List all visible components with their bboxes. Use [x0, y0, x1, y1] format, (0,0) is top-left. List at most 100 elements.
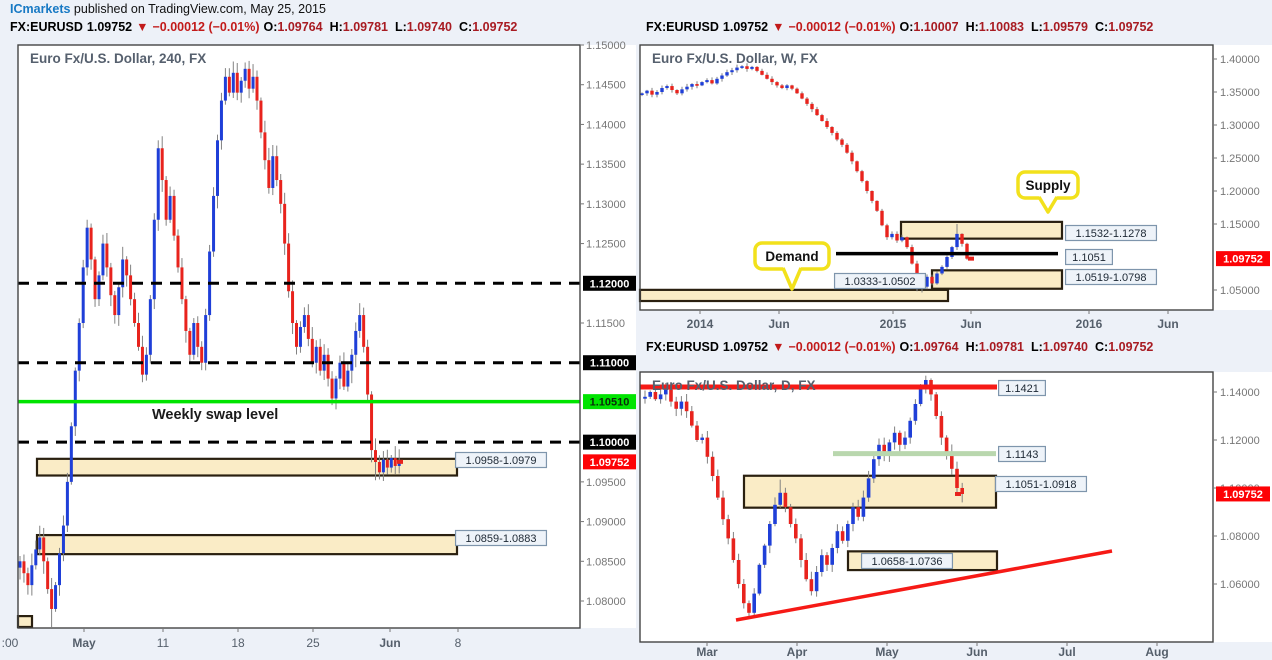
open-label: O:: [899, 20, 914, 34]
svg-text:1.12000: 1.12000: [590, 278, 630, 290]
price-range-label[interactable]: 1.1143: [997, 445, 1046, 463]
time-axis[interactable]: Mar Apr May Jun Jul Aug: [696, 642, 1169, 659]
price-range-label[interactable]: 1.1532-1.1278: [1064, 224, 1158, 242]
demand-callout[interactable]: Demand: [753, 241, 831, 291]
price-tick-label: 1.40000: [1220, 54, 1260, 66]
quote-line-weekly: FX:EURUSD 1.09752 ▼ −0.00012 (−0.01%) O:1.10…: [646, 20, 1160, 34]
price-tick-label: 1.13500: [586, 159, 626, 171]
time-axis[interactable]: :00 May 11 18 25 Jun 8: [2, 628, 462, 650]
svg-text:1.0519-1.0798: 1.0519-1.0798: [1076, 272, 1147, 284]
price-tick-label: 1.14000: [1220, 387, 1260, 399]
svg-text:1.0333-1.0502: 1.0333-1.0502: [845, 276, 916, 288]
time-tick-label: May: [72, 636, 96, 650]
time-tick-label: 8: [455, 636, 462, 650]
price-range-label[interactable]: 1.0333-1.0502: [833, 272, 927, 290]
time-tick-label: Jun: [768, 317, 789, 331]
price-tick-label: 1.35000: [1220, 87, 1260, 99]
time-tick-label: 11: [157, 636, 170, 650]
level-price-badge: 1.12000: [583, 275, 636, 291]
close-label: C:: [458, 20, 473, 34]
last-price: 1.09752: [722, 340, 769, 354]
last-price-badge: 1.09752: [1216, 486, 1270, 502]
supply-demand-zone[interactable]: [930, 269, 1064, 290]
symbol-label[interactable]: FX:EURUSD: [646, 340, 719, 354]
price-range-label[interactable]: 1.0859-1.0883: [454, 529, 548, 547]
price-range-label[interactable]: 1.0519-1.0798: [1064, 268, 1158, 286]
publish-banner: ICmarkets published on TradingView.com, …: [10, 2, 326, 16]
price-range-label[interactable]: 1.1051-1.0918: [994, 475, 1088, 493]
time-tick-label: Apr: [787, 645, 808, 659]
chart-title: Euro Fx/U.S. Dollar, D, FX: [652, 378, 816, 393]
price-tick-label: 1.09000: [586, 517, 626, 529]
svg-text:1.0859-1.0883: 1.0859-1.0883: [466, 533, 537, 545]
brand-link[interactable]: ICmarkets: [10, 2, 71, 16]
symbol-label[interactable]: FX:EURUSD: [10, 20, 83, 34]
chart-title: Euro Fx/U.S. Dollar, 240, FX: [30, 51, 206, 66]
price-axis[interactable]: 1.40000 1.35000 1.30000 1.25000 1.20000 1.150…: [1213, 54, 1260, 297]
time-tick-label: 18: [231, 636, 245, 650]
price-tick-label: 1.09500: [586, 477, 626, 489]
last-price-marker: [397, 459, 403, 464]
level-price-badge: 1.10510: [583, 394, 636, 410]
supply-demand-zone[interactable]: [16, 615, 34, 629]
supply-demand-zone[interactable]: [35, 533, 459, 556]
trendline[interactable]: [735, 549, 1113, 622]
high-value: 1.09781: [342, 20, 388, 34]
price-tick-label: 1.08000: [586, 596, 626, 608]
down-arrow-icon: ▼: [772, 20, 785, 34]
svg-text:1.1051-1.0918: 1.1051-1.0918: [1006, 479, 1077, 491]
price-range-label[interactable]: 1.1051: [1064, 248, 1113, 266]
plot-area[interactable]: [639, 44, 1214, 311]
close-value: 1.09752: [1108, 340, 1154, 354]
price-tick-label: 1.06000: [1220, 579, 1260, 591]
price-range-label[interactable]: 1.0658-1.0736: [860, 552, 954, 570]
svg-text:Demand: Demand: [765, 249, 818, 264]
supply-callout[interactable]: Supply: [1016, 170, 1080, 214]
supply-demand-zones: [16, 457, 459, 629]
price-tick-label: 1.12000: [1220, 435, 1260, 447]
price-axis[interactable]: 1.15000 1.14500 1.14000 1.13500 1.13000 1.125…: [580, 40, 626, 608]
price-range-label[interactable]: 1.1421: [997, 379, 1046, 397]
time-tick-label: Jul: [1058, 645, 1075, 659]
price-change: −0.00012 (−0.01%): [152, 20, 260, 34]
price-tick-label: 1.15000: [1220, 219, 1260, 231]
time-tick-label: 2014: [687, 317, 714, 331]
last-price-marker: [955, 491, 961, 496]
text-annotation[interactable]: Weekly swap level: [152, 407, 278, 423]
time-axis[interactable]: 2014 Jun 2015 Jun 2016 Jun: [687, 310, 1179, 331]
supply-demand-zone[interactable]: [638, 288, 950, 303]
plot-area[interactable]: [17, 44, 581, 629]
price-tick-label: 1.08000: [1220, 531, 1260, 543]
level-price-badge: 1.10000: [583, 434, 636, 450]
close-label: C:: [1094, 340, 1109, 354]
low-value: 1.09579: [1042, 20, 1088, 34]
price-range-label[interactable]: 1.0958-1.0979: [454, 451, 548, 469]
candlestick-series: [643, 375, 964, 618]
high-label: H:: [965, 20, 979, 34]
open-label: O:: [263, 20, 278, 34]
symbol-label[interactable]: FX:EURUSD: [646, 20, 719, 34]
candlestick-series: [18, 60, 401, 627]
plot-area[interactable]: [639, 371, 1214, 643]
price-change: −0.00012 (−0.01%): [788, 340, 896, 354]
high-label: H:: [965, 340, 979, 354]
quote-line-daily: FX:EURUSD 1.09752 ▼ −0.00012 (−0.01%) O:1.09…: [646, 340, 1160, 354]
time-tick-label: Jun: [1157, 317, 1178, 331]
svg-text:1.09752: 1.09752: [1223, 254, 1263, 266]
time-tick-label: Jun: [966, 645, 987, 659]
supply-demand-zone[interactable]: [899, 220, 1064, 240]
quote-line-4h: FX:EURUSD 1.09752 ▼ −0.00012 (−0.01%) O:1.09…: [10, 20, 524, 34]
svg-text:1.1532-1.1278: 1.1532-1.1278: [1076, 228, 1147, 240]
time-tick-label: 2016: [1076, 317, 1103, 331]
time-tick-label: Mar: [696, 645, 718, 659]
time-tick-label: 2015: [880, 317, 907, 331]
svg-text:1.09752: 1.09752: [1223, 489, 1263, 501]
price-tick-label: 1.11500: [586, 318, 625, 330]
svg-text:1.1051: 1.1051: [1072, 252, 1106, 264]
level-price-badge: 1.11000: [583, 355, 636, 371]
panel-background: [640, 45, 1272, 310]
last-price: 1.09752: [86, 20, 133, 34]
